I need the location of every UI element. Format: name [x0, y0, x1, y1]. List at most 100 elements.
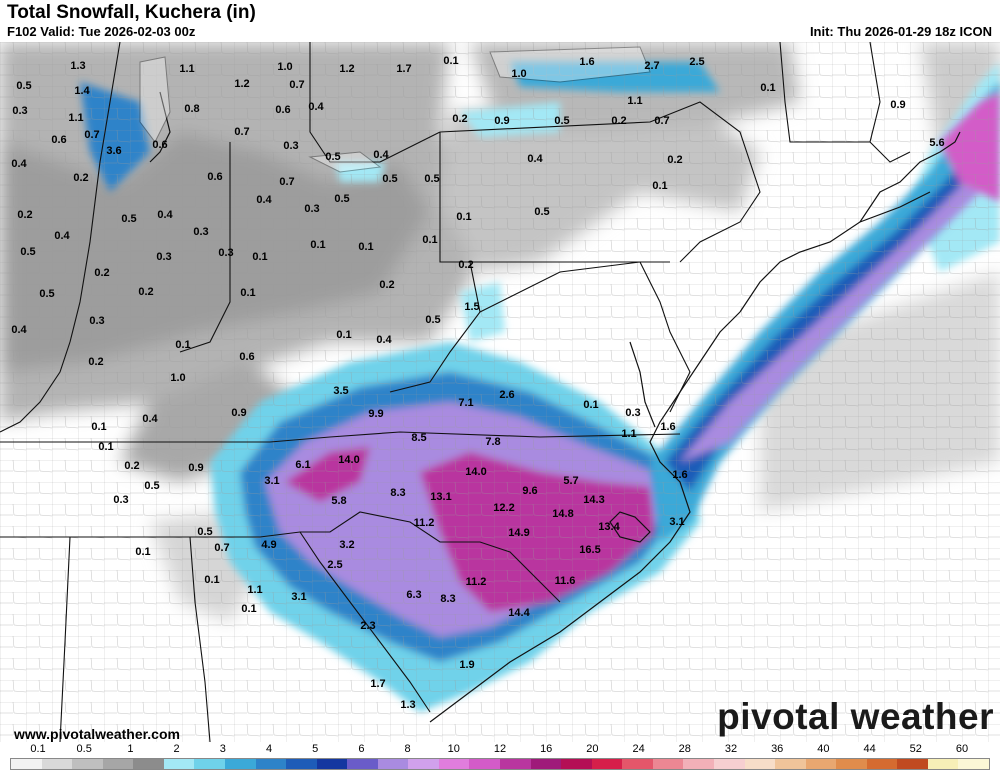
snowfall-value-label: 0.2	[94, 267, 109, 279]
snowfall-value-label: 0.5	[534, 206, 549, 218]
snowfall-value-label: 1.5	[464, 301, 479, 313]
legend-swatch	[958, 759, 989, 769]
snowfall-value-label: 0.2	[452, 113, 467, 125]
snowfall-value-label: 1.1	[627, 95, 642, 107]
snowfall-value-label: 0.5	[334, 193, 349, 205]
snowfall-map[interactable]: 1.3 1.1 1.0 1.2 1.7 0.1 1.6 2.7 2.5 0.1 1.0 0.5 1.4 1…	[0, 42, 1000, 742]
snowfall-value-label: 12.2	[493, 502, 514, 514]
init-time: Init: Thu 2026-01-29 18z ICON	[809, 24, 992, 39]
snowfall-value-label: 0.1	[135, 546, 150, 558]
snowfall-value-label: 3.1	[669, 516, 684, 528]
legend-swatch	[713, 759, 745, 769]
snowfall-value-label: 0.1	[760, 82, 775, 94]
snowfall-value-label: 0.7	[84, 129, 99, 141]
snowfall-value-label: 3.1	[264, 475, 279, 487]
legend-swatch	[744, 759, 776, 769]
snowfall-value-label: 8.3	[390, 487, 405, 499]
snowfall-value-label: 0.9	[494, 115, 509, 127]
snowfall-value-label: 0.5	[20, 246, 35, 258]
legend-swatch	[408, 759, 439, 769]
legend-swatch	[683, 759, 714, 769]
legend-tick-label: 24	[632, 743, 645, 755]
legend-swatch	[347, 759, 378, 769]
legend-swatch	[438, 759, 470, 769]
legend-tick-label: 1	[127, 743, 134, 755]
snowfall-value-label: 0.1	[422, 234, 437, 246]
snowfall-value-label: 0.2	[611, 115, 626, 127]
snowfall-value-label: 0.2	[458, 259, 473, 271]
snowfall-value-label: 0.6	[239, 351, 254, 363]
snowfall-map-canvas[interactable]: 1.3 1.1 1.0 1.2 1.7 0.1 1.6 2.7 2.5 0.1 1.0 0.5 1.4 1…	[0, 42, 1000, 742]
snowfall-value-label: 1.7	[370, 678, 385, 690]
valid-time: F102 Valid: Tue 2026-02-03 00z	[7, 24, 196, 39]
state-borders	[0, 42, 911, 742]
snowfall-value-label: 14.3	[583, 494, 604, 506]
legend-swatch	[927, 759, 959, 769]
legend-swatch	[11, 759, 42, 769]
snowfall-value-label: 0.4	[308, 101, 324, 113]
snowfall-value-label: 0.5	[424, 173, 439, 185]
snowfall-value-label: 0.4	[11, 324, 27, 336]
snowfall-value-label: 0.4	[11, 158, 27, 170]
snowfall-value-label: 0.8	[184, 103, 199, 115]
snowfall-value-label: 0.1	[204, 574, 219, 586]
snowfall-value-label: 7.8	[485, 436, 500, 448]
snowfall-value-label: 2.3	[360, 620, 375, 632]
snowfall-value-label: 14.8	[552, 508, 573, 520]
snowfall-value-label: 0.6	[275, 104, 290, 116]
legend-tick-label: 0.5	[76, 743, 92, 755]
legend-swatch	[500, 759, 531, 769]
snowfall-value-label: 1.4	[74, 85, 90, 97]
snowfall-value-label: 8.3	[440, 593, 455, 605]
snowfall-value-label: 0.5	[144, 480, 159, 492]
snowfall-value-label: 16.5	[579, 544, 600, 556]
color-legend: 0.1 0.5 1 2 3 4 5 6 8 10 12 16 20 24 28 32 36 40 44 52 60	[0, 742, 1000, 772]
legend-swatch	[836, 759, 867, 769]
snowfall-value-label: 0.9	[188, 462, 203, 474]
legend-swatch	[591, 759, 623, 769]
legend-tick-label: 12	[493, 743, 507, 755]
snowfall-value-label: 0.1	[652, 180, 667, 192]
snowfall-value-label: 1.2	[234, 78, 249, 90]
snowfall-value-label: 5.6	[929, 137, 944, 149]
snowfall-value-label: 0.2	[88, 356, 103, 368]
snowfall-value-label: 0.3	[283, 140, 298, 152]
snowfall-value-label: 0.3	[193, 226, 208, 238]
legend-swatch	[316, 759, 348, 769]
snowfall-value-label: 11.6	[555, 575, 576, 587]
legend-swatch	[805, 759, 837, 769]
legend-tick-label: 5	[312, 743, 319, 755]
legend-tick-label: 60	[955, 743, 969, 755]
snowfall-value-label: 8.5	[411, 432, 426, 444]
snowfall-value-label: 0.2	[17, 209, 32, 221]
snowfall-value-label: 0.2	[138, 286, 153, 298]
snowfall-value-label: 0.1	[443, 55, 458, 67]
snowfall-value-label: 0.1	[241, 603, 256, 615]
legend-swatch	[377, 759, 409, 769]
snowfall-value-label: 0.1	[175, 339, 190, 351]
legend-swatch	[469, 759, 500, 769]
snowfall-value-label: 0.1	[310, 239, 325, 251]
snowfall-value-label: 2.7	[644, 60, 659, 72]
snowfall-value-label: 0.4	[373, 149, 389, 161]
snowfall-value-label: 0.3	[156, 251, 171, 263]
snowfall-value-label: 5.8	[331, 495, 346, 507]
snowfall-value-label: 0.7	[214, 542, 229, 554]
snowfall-value-label: 0.6	[207, 171, 222, 183]
snowfall-value-label: 3.2	[339, 539, 354, 551]
snowfall-value-label: 0.2	[73, 172, 88, 184]
legend-tick-label: 28	[678, 743, 691, 755]
snowfall-value-label: 0.5	[39, 288, 54, 300]
legend-swatch	[622, 759, 653, 769]
legend-swatch	[163, 759, 195, 769]
snowfall-value-label: 0.9	[890, 99, 905, 111]
snowfall-value-label: 13.1	[430, 491, 451, 503]
legend-swatch	[102, 759, 134, 769]
snowfall-value-label: 0.2	[379, 279, 394, 291]
legend-swatch	[866, 759, 898, 769]
site-url[interactable]: www.pivotalweather.com	[14, 726, 180, 742]
snowfall-value-label: 14.0	[338, 454, 359, 466]
snowfall-value-label: 0.5	[197, 526, 212, 538]
snowfall-value-label: 0.2	[667, 154, 682, 166]
snowfall-value-label: 3.1	[291, 591, 306, 603]
